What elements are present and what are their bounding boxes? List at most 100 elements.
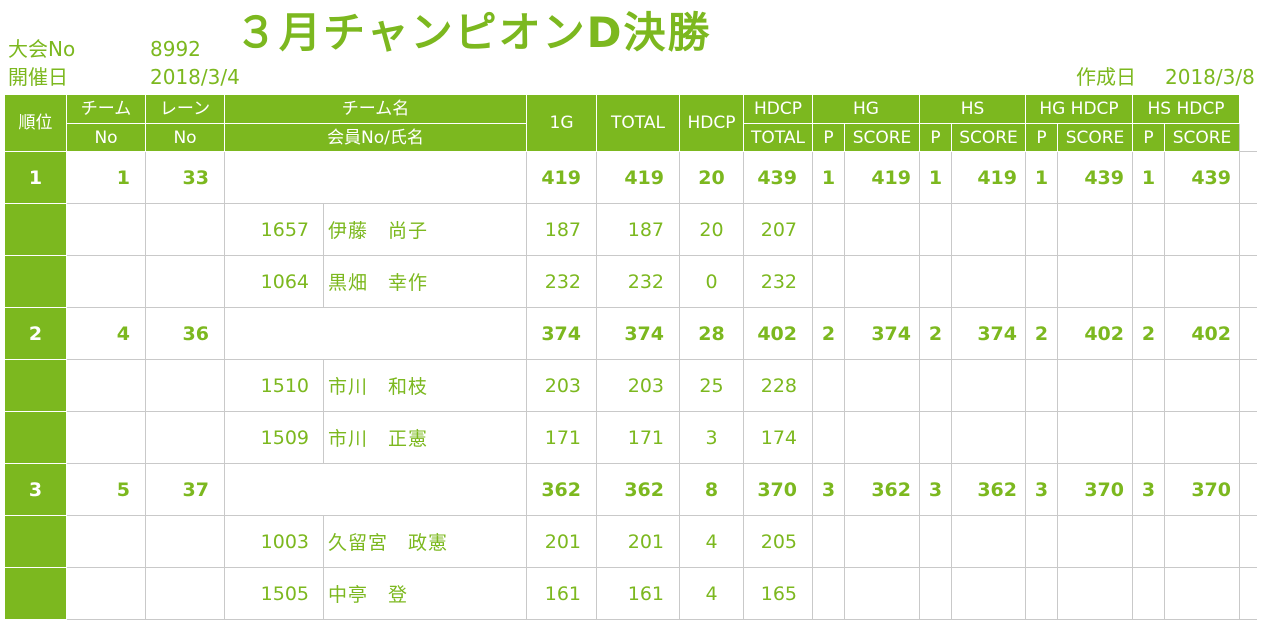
tournament-no-label: 大会No [8, 37, 76, 61]
row-edge [1239, 203, 1257, 256]
col-hs-p: P [919, 123, 952, 152]
tournament-no: 8992 [150, 37, 201, 61]
member-no-cell: 1657 [224, 203, 324, 256]
hs-score-cell: 362 [951, 463, 1026, 516]
hs-p-cell: 2 [919, 307, 952, 360]
team-row: 2 4 36 374 374 28 402 2 374 2 374 2 402 2 402 [4, 307, 1257, 360]
team-no-cell [66, 411, 146, 464]
hs-score-cell: 419 [951, 151, 1026, 204]
rank-cell [4, 203, 67, 256]
hg-hdcp-score-cell [1057, 567, 1133, 620]
game1-cell: 187 [526, 203, 597, 256]
hdcp-total-cell: 228 [743, 359, 813, 412]
member-name-cell: 中亭 登 [323, 567, 527, 620]
col-1g: 1G [526, 94, 597, 152]
hs-hdcp-score-cell [1164, 411, 1240, 464]
member-name-cell: 久留宮 政憲 [323, 515, 527, 568]
member-name-cell: 伊藤 尚子 [323, 203, 527, 256]
hg-score-cell [844, 411, 920, 464]
hg-hdcp-p-cell [1025, 203, 1058, 256]
member-row: 1064 黒畑 幸作 232 232 0 232 [4, 255, 1257, 308]
hg-p-cell [812, 203, 845, 256]
hdcp-total-cell: 207 [743, 203, 813, 256]
col-total: TOTAL [596, 94, 680, 152]
col-lane-1: レーン [145, 94, 225, 124]
hg-hdcp-score-cell [1057, 515, 1133, 568]
total-cell: 362 [596, 463, 680, 516]
hg-score-cell: 374 [844, 307, 920, 360]
hs-hdcp-score-cell: 439 [1164, 151, 1240, 204]
hdcp-cell: 0 [679, 255, 744, 308]
hs-hdcp-p-cell: 3 [1132, 463, 1165, 516]
hg-score-cell: 362 [844, 463, 920, 516]
lane-cell: 37 [145, 463, 225, 516]
row-edge [1239, 307, 1257, 360]
hs-hdcp-score-cell [1164, 203, 1240, 256]
game1-cell: 232 [526, 255, 597, 308]
member-name-cell: 市川 和枝 [323, 359, 527, 412]
hg-hdcp-score-cell [1057, 411, 1133, 464]
hs-hdcp-p-cell [1132, 567, 1165, 620]
hs-hdcp-p-cell [1132, 255, 1165, 308]
hg-hdcp-p-cell: 3 [1025, 463, 1058, 516]
col-hg-p: P [812, 123, 845, 152]
team-no-cell: 4 [66, 307, 146, 360]
hg-hdcp-p-cell [1025, 359, 1058, 412]
member-no-cell: 1509 [224, 411, 324, 464]
hs-score-cell [951, 515, 1026, 568]
hdcp-total-cell: 370 [743, 463, 813, 516]
team-no-cell [66, 203, 146, 256]
hs-p-cell: 1 [919, 151, 952, 204]
col-hs: HS [919, 94, 1026, 124]
member-no-cell: 1505 [224, 567, 324, 620]
hg-hdcp-score-cell: 439 [1057, 151, 1133, 204]
hdcp-total-cell: 205 [743, 515, 813, 568]
hs-hdcp-p-cell [1132, 515, 1165, 568]
hs-p-cell [919, 411, 952, 464]
game1-cell: 201 [526, 515, 597, 568]
team-row: 1 1 33 419 419 20 439 1 419 1 419 1 439 1 439 [4, 151, 1257, 204]
col-hdcp: HDCP [679, 94, 744, 152]
col-hs-hdcp-score: SCORE [1164, 123, 1240, 152]
team-no-cell [66, 567, 146, 620]
member-row: 1657 伊藤 尚子 187 187 20 207 [4, 203, 1257, 256]
game1-cell: 362 [526, 463, 597, 516]
event-date: 2018/3/4 [150, 65, 240, 89]
total-cell: 187 [596, 203, 680, 256]
hg-score-cell [844, 203, 920, 256]
hs-p-cell [919, 515, 952, 568]
member-row: 1505 中亭 登 161 161 4 165 [4, 567, 1257, 620]
team-name-cell [224, 463, 527, 516]
col-hg-score: SCORE [844, 123, 920, 152]
hg-hdcp-score-cell: 370 [1057, 463, 1133, 516]
hg-hdcp-score-cell [1057, 359, 1133, 412]
hg-p-cell: 1 [812, 151, 845, 204]
hs-hdcp-score-cell: 370 [1164, 463, 1240, 516]
hg-hdcp-p-cell: 2 [1025, 307, 1058, 360]
hg-score-cell [844, 255, 920, 308]
rank-cell: 3 [4, 463, 67, 516]
hg-p-cell [812, 515, 845, 568]
col-team-name-1: チーム名 [224, 94, 527, 124]
hs-hdcp-score-cell: 402 [1164, 307, 1240, 360]
team-name-cell [224, 307, 527, 360]
hg-hdcp-p-cell [1025, 411, 1058, 464]
created-date-label: 作成日 [1076, 65, 1136, 89]
col-hs-hdcp-p: P [1132, 123, 1165, 152]
total-cell: 419 [596, 151, 680, 204]
table-edge [1239, 94, 1257, 152]
hs-score-cell [951, 203, 1026, 256]
team-no-cell: 1 [66, 151, 146, 204]
hg-score-cell [844, 359, 920, 412]
row-edge [1239, 255, 1257, 308]
hdcp-total-cell: 232 [743, 255, 813, 308]
game1-cell: 203 [526, 359, 597, 412]
team-no-cell [66, 515, 146, 568]
lane-cell [145, 515, 225, 568]
hg-hdcp-p-cell [1025, 515, 1058, 568]
member-no-cell: 1003 [224, 515, 324, 568]
hg-p-cell [812, 255, 845, 308]
lane-cell: 36 [145, 307, 225, 360]
team-no-cell [66, 255, 146, 308]
hs-hdcp-p-cell [1132, 203, 1165, 256]
